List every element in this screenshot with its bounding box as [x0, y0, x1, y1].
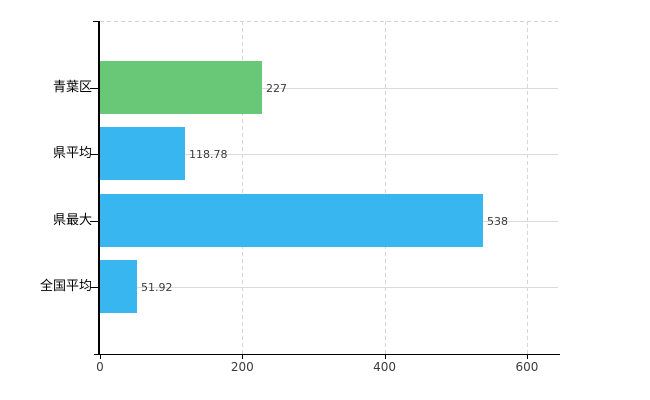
bar	[100, 194, 483, 247]
y-axis-tick	[90, 287, 98, 288]
y-axis-tick	[90, 154, 98, 155]
x-gridline	[526, 21, 528, 354]
bar	[100, 260, 137, 313]
y-gridline	[100, 287, 558, 288]
x-axis-tick-label: 600	[515, 360, 539, 374]
y-gridline	[100, 154, 558, 155]
bar	[100, 127, 185, 180]
category-label: 全国平均	[39, 279, 92, 294]
x-axis-tick-label: 0	[96, 360, 104, 374]
y-axis-end-tick	[93, 21, 98, 22]
category-label: 県平均	[52, 146, 92, 161]
x-gridline	[384, 21, 386, 354]
x-gridline	[242, 21, 244, 354]
x-axis-line	[94, 354, 560, 355]
plot-top-border	[100, 21, 558, 22]
y-axis-line	[98, 21, 100, 354]
bar	[100, 61, 262, 114]
y-axis-tick	[90, 88, 98, 89]
x-axis-tick	[384, 354, 386, 359]
category-label: 県最大	[52, 213, 92, 228]
bar-value-label: 118.78	[189, 148, 228, 161]
x-axis-tick-label: 400	[373, 360, 397, 374]
x-axis-tick	[242, 354, 244, 359]
bar-value-label: 51.92	[141, 281, 173, 294]
y-axis-tick	[90, 221, 98, 222]
bar-value-label: 227	[266, 82, 287, 95]
x-axis-tick	[526, 354, 528, 359]
x-axis-tick	[100, 354, 101, 359]
category-label: 青葉区	[52, 80, 92, 95]
y-gridline	[100, 88, 558, 89]
x-axis-tick-label: 200	[230, 360, 254, 374]
bar-value-label: 538	[487, 215, 508, 228]
